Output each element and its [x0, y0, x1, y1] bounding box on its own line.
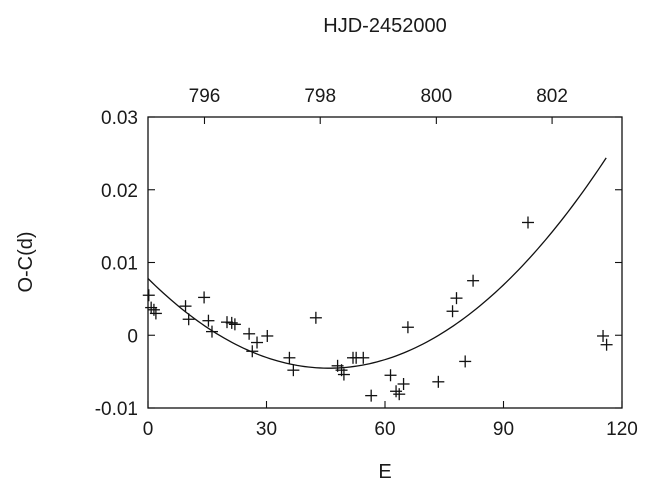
x-axis-title: E [378, 461, 391, 483]
data-markers [142, 216, 613, 402]
y-tick-label: 0.02 [101, 181, 138, 202]
y-axis-title: O-C(d) [15, 231, 37, 292]
y-tick-label: 0 [127, 326, 138, 347]
data-point [202, 314, 215, 327]
x-tick-label: 0 [143, 419, 154, 440]
data-point [283, 351, 296, 364]
data-point [397, 377, 410, 390]
data-point [401, 321, 414, 334]
data-point [261, 329, 274, 342]
data-point [393, 388, 406, 401]
data-point [597, 329, 610, 342]
axis-ticks [147, 116, 623, 409]
top-axis-title: HJD-2452000 [323, 15, 446, 37]
fit-curve [147, 157, 607, 369]
y-tick-label: 0.03 [101, 108, 138, 129]
data-point [243, 327, 256, 340]
data-point [390, 385, 403, 398]
data-point [221, 316, 233, 329]
data-point [365, 389, 378, 402]
data-point [309, 311, 322, 324]
data-point [521, 216, 534, 229]
data-point [600, 338, 613, 351]
data-point [228, 318, 241, 331]
top-tick-label: 798 [304, 86, 336, 107]
data-point [205, 325, 218, 338]
data-point [446, 305, 459, 318]
data-point [450, 292, 463, 305]
data-point [182, 313, 195, 326]
data-point [142, 289, 155, 302]
x-tick-label: 60 [374, 419, 395, 440]
data-point [459, 355, 472, 368]
plot-frame [147, 116, 623, 409]
data-point [357, 351, 370, 364]
data-point [337, 368, 350, 381]
data-point [145, 301, 158, 314]
top-tick-label: 796 [189, 86, 221, 107]
data-point [432, 375, 445, 388]
data-point [467, 274, 480, 287]
x-tick-label: 90 [493, 419, 514, 440]
data-point [225, 316, 238, 329]
data-point [251, 336, 264, 349]
data-point [246, 345, 259, 358]
data-point [149, 307, 162, 320]
y-tick-label: 0.01 [101, 254, 138, 275]
x-tick-label: 30 [256, 419, 277, 440]
top-tick-label: 800 [420, 86, 452, 107]
data-point [179, 300, 192, 313]
top-tick-label: 802 [536, 86, 568, 107]
x-tick-label: 120 [606, 419, 638, 440]
data-point [287, 364, 300, 377]
y-tick-label: -0.01 [95, 399, 138, 420]
data-point [198, 291, 211, 304]
data-point [384, 369, 397, 382]
